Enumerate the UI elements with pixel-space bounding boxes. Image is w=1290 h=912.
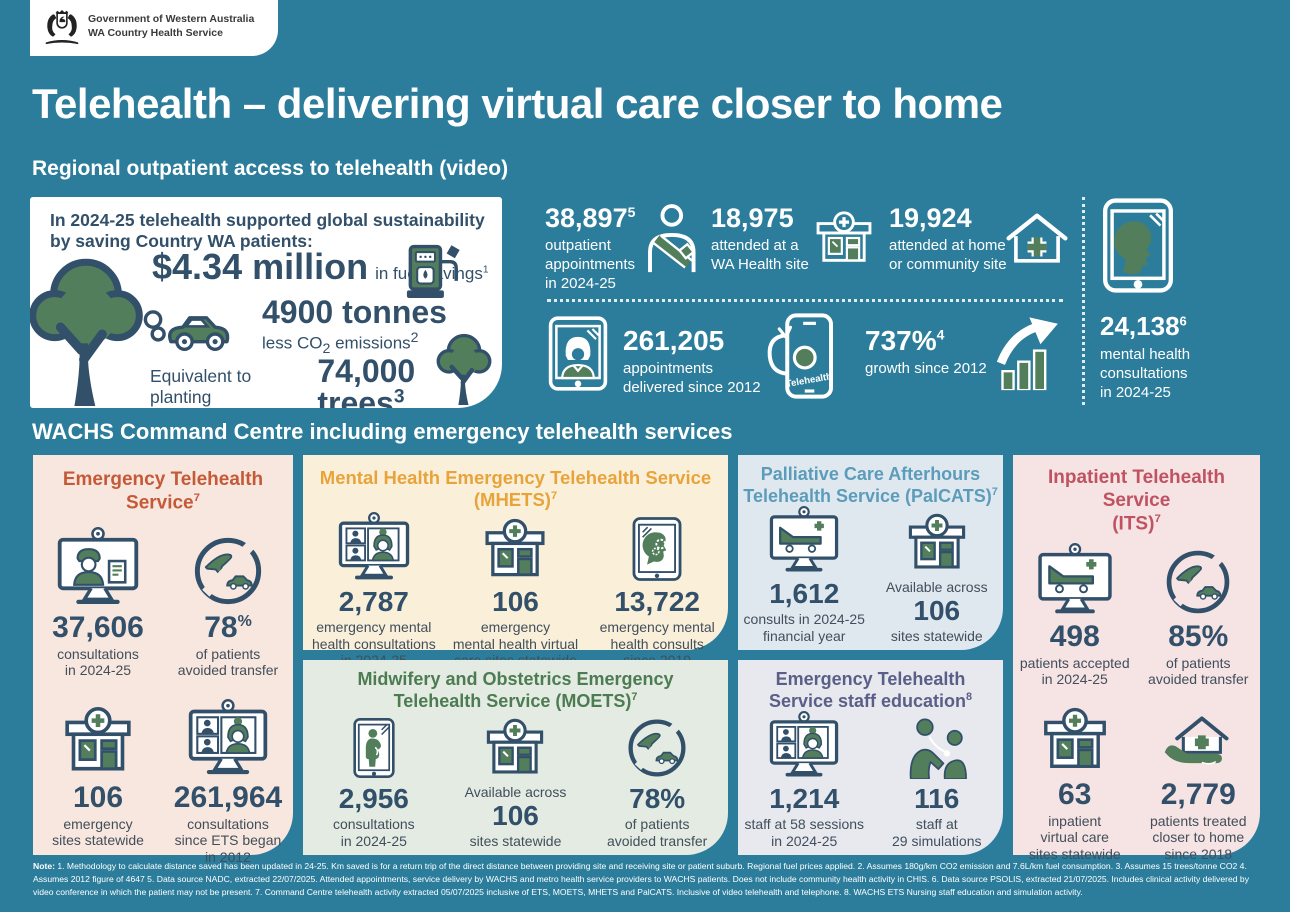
co2-label: less CO2 emissions2 [262, 330, 419, 358]
tablet-pregnant-icon [351, 717, 397, 779]
monitor-bed-icon [765, 506, 843, 574]
panel-title-staff-education: Emergency Telehealth Service staff educa… [768, 669, 973, 711]
car-emissions-icon [142, 299, 244, 352]
footnote: Note: 1. Methodology to calculate distan… [33, 860, 1259, 899]
section-heading-outpatient: Regional outpatient access to telehealth… [32, 157, 509, 180]
footnote-text: 1. Methodology to calculate distance sav… [33, 861, 1249, 897]
stat-appointments-since-2012: 261,205 appointments delivered since 201… [623, 325, 761, 396]
staff-simulation-icon [902, 718, 972, 779]
clinic-icon [903, 513, 971, 574]
stat-its-accepted: 498 patients accepted in 2024-25 [1020, 542, 1130, 688]
trees-pre-label: Equivalent to planting [150, 366, 252, 407]
stat-wa-health-site: 18,975 attended at a WA Health site [711, 203, 809, 273]
stat-home-community: 19,924 attended at home or community sit… [889, 203, 1007, 273]
monitor-videocall-icon [183, 699, 273, 777]
tablet-head-icon [1100, 197, 1176, 294]
stat-growth: 737%4 growth since 2012 [865, 325, 987, 378]
sustainability-card: In 2024-25 telehealth supported global s… [30, 197, 502, 408]
tablet-doctor-icon [547, 315, 609, 392]
panel-title-ets: Emergency Telehealth Service7 [62, 469, 264, 514]
growth-arrow-icon [993, 313, 1061, 393]
panel-staff-education: Emergency Telehealth Service staff educa… [738, 660, 1003, 855]
home-cross-icon [1005, 211, 1069, 267]
gov-line2: WA Country Health Service [88, 27, 223, 39]
stat-ets-since-2012: 261,964 consultations since ETS began in… [174, 697, 282, 866]
stat-mhets-sites: 106 emergency mental health virtual care… [453, 516, 578, 669]
co2-value: 4900 tonnes [262, 294, 447, 330]
section-heading-command-centre: WACHS Command Centre including emergency… [32, 419, 733, 444]
trees-value: 74,000 trees [317, 353, 416, 408]
monitor-bed-icon [1033, 543, 1117, 616]
panel-title-palcats: Palliative Care Afterhours Telehealth Se… [743, 464, 998, 506]
panel-inpatient-telehealth: Inpatient Telehealth Service (ITS)7 498 … [1013, 455, 1260, 862]
phone-screen-label: Telehealth [785, 371, 833, 390]
fuel-pump-icon [406, 237, 464, 300]
stat-palcats-consults: 1,612 consults in 2024-25 financial year [744, 512, 865, 644]
stat-its-avoided-transfer: 85% of patients avoided transfer [1148, 542, 1248, 688]
no-transfer-icon [626, 717, 688, 779]
co2-stat: 4900 tonnes less CO2 emissions2 [262, 296, 447, 357]
stat-mhets-since-2019: 13,722 emergency mental health consults … [600, 516, 715, 669]
dotted-divider [547, 299, 1063, 302]
hospital-building-icon [813, 211, 875, 265]
panel-title-moets: Midwifery and Obstetrics Emergency Teleh… [357, 669, 674, 711]
stat-ets-avoided-transfer: 78% of patients avoided transfer [178, 527, 278, 679]
no-transfer-icon [192, 535, 264, 607]
stat-moets-consultations: 2,956 consultations in 2024-25 [333, 717, 415, 849]
stat-ets-consultations: 37,606 consultations in 2024-25 [52, 527, 144, 679]
gov-line1: Government of Western Australia [88, 13, 255, 26]
patient-sling-icon [643, 203, 699, 273]
no-transfer-icon [1164, 548, 1232, 616]
tree-small-icon [436, 331, 492, 405]
monitor-videocall-icon [334, 512, 414, 582]
stat-its-closer-home: 2,779 patients treated closer to home si… [1150, 700, 1247, 863]
panel-palcats: Palliative Care Afterhours Telehealth Se… [738, 455, 1003, 650]
dotted-vertical-divider [1082, 197, 1085, 405]
clinic-icon [1038, 707, 1112, 774]
tree-icon [30, 253, 144, 406]
stat-ets-sites: 106 emergency sites statewide [52, 697, 144, 866]
stat-mhets-consultations: 2,787 emergency mental health consultati… [312, 516, 436, 669]
stat-educ-sessions: 1,214 staff at 58 sessions in 2024-25 [744, 717, 864, 849]
stat-palcats-sites: Available across 106 sites statewide [886, 512, 988, 644]
sustainability-intro: In 2024-25 telehealth supported global s… [50, 210, 485, 251]
stat-moets-sites: Available across 106 sites statewide [465, 717, 566, 849]
stat-moets-avoided-transfer: 78% of patients avoided transfer [607, 717, 707, 849]
clinic-icon [479, 518, 551, 582]
clinic-icon [481, 718, 549, 779]
trees-stat: Equivalent to planting 74,000 trees3 [150, 355, 502, 408]
gov-logo: Government of Western Australia WA Count… [30, 0, 278, 56]
outpatient-stats: 38,8975 outpatient appointments in 2024-… [545, 197, 1082, 407]
monitor-doctor-icon [52, 527, 144, 607]
house-hand-icon [1160, 706, 1236, 774]
page-title: Telehealth – delivering virtual care clo… [32, 80, 1003, 127]
footnote-label: Note: [33, 861, 55, 871]
panel-emergency-telehealth: Emergency Telehealth Service7 37,606 con… [33, 455, 293, 865]
stat-educ-simulations: 116 staff at 29 simulations [892, 717, 982, 849]
clinic-icon [59, 706, 137, 777]
fuel-savings-value: $4.34 million [152, 246, 369, 287]
stat-outpatient-appointments: 38,8975 outpatient appointments in 2024-… [545, 203, 636, 292]
monitor-videocall-icon [765, 711, 843, 779]
panel-title-its: Inpatient Telehealth Service (ITS)7 [1047, 467, 1225, 534]
stat-mental-health: 24,1386 mental health consultations in 2… [1100, 197, 1268, 402]
phone-telehealth-icon: Telehealth [767, 313, 833, 399]
tablet-head-gears-icon [630, 516, 684, 582]
panel-title-mhets: Mental Health Emergency Telehealth Servi… [319, 467, 712, 511]
coat-of-arms-icon [45, 9, 79, 45]
stat-its-sites: 63 inpatient virtual care sites statewid… [1029, 700, 1121, 863]
panel-moets: Midwifery and Obstetrics Emergency Teleh… [303, 660, 728, 855]
panel-mhets: Mental Health Emergency Telehealth Servi… [303, 455, 728, 668]
